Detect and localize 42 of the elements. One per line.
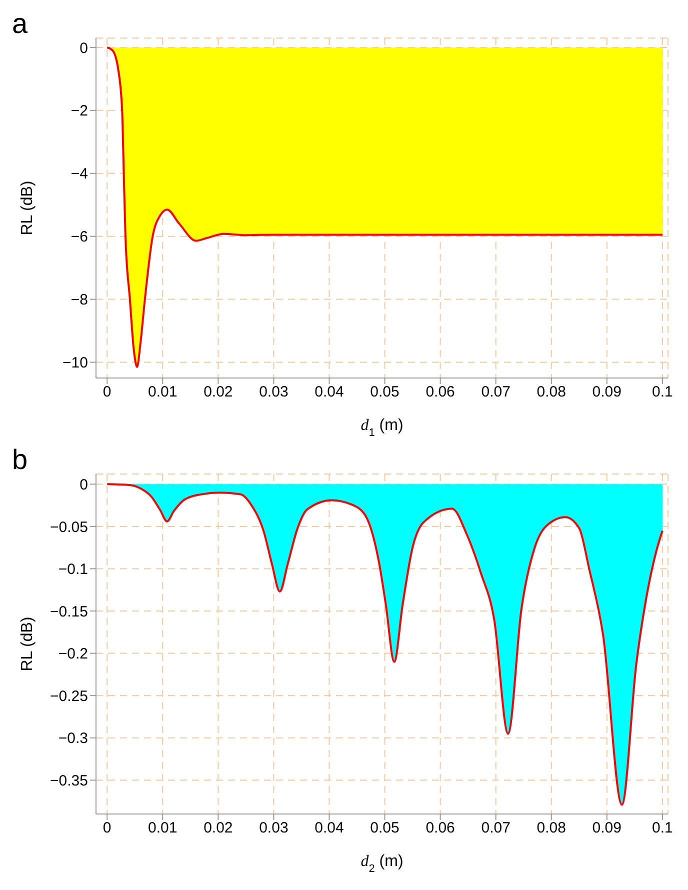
y-tick-label: −0.05 — [50, 518, 88, 536]
x-tick-label: 0.1 — [652, 384, 673, 401]
x-tick-label: 0.08 — [536, 820, 566, 837]
x-tick-label: 0.06 — [426, 820, 455, 837]
x-tick-label: 0.09 — [592, 820, 622, 837]
x-tick-label: 0.06 — [426, 384, 455, 401]
y-tick-label: 0 — [80, 476, 88, 494]
x-axis-title: d$_{2}$ (m) — [360, 853, 404, 875]
y-tick-label: −2 — [70, 102, 88, 120]
y-tick-label: −0.15 — [50, 603, 88, 620]
x-tick-label: 0.09 — [592, 384, 622, 401]
x-axis-title: d$_{1}$ (m) — [360, 417, 404, 439]
y-axis-title: RL (dB) — [19, 616, 36, 672]
x-tick-label: 0.05 — [370, 820, 400, 837]
chart-title: b — [12, 444, 28, 476]
x-tick-label: 0.01 — [148, 384, 178, 401]
y-tick-label: −6 — [70, 228, 88, 246]
y-axis-title: RL (dB) — [19, 180, 36, 236]
x-tick-label: 0.02 — [204, 820, 233, 837]
x-tick-label: 0.08 — [536, 384, 566, 401]
y-tick-label: 0 — [80, 40, 88, 57]
x-tick-label: 0.03 — [259, 384, 288, 401]
y-tick-label: −8 — [70, 292, 88, 309]
x-tick-label: 0.05 — [370, 384, 400, 401]
y-tick-label: −4 — [70, 166, 88, 183]
x-tick-label: 0.04 — [314, 820, 344, 837]
x-tick-label: 0.07 — [481, 384, 510, 401]
x-tick-label: 0.07 — [481, 820, 510, 837]
x-tick-label: 0.03 — [259, 820, 288, 837]
x-tick-label: 0.02 — [204, 384, 233, 401]
y-tick-label: −0.25 — [50, 688, 88, 705]
x-tick-label: 0.1 — [652, 820, 673, 837]
y-tick-label: −10 — [62, 354, 88, 372]
y-tick-label: −0.1 — [58, 561, 88, 578]
x-tick-label: 0.01 — [148, 820, 178, 837]
x-tick-label: 0.04 — [314, 384, 344, 401]
x-tick-label: 0 — [102, 820, 112, 837]
y-tick-label: −0.2 — [58, 646, 88, 663]
x-tick-label: 0 — [102, 384, 112, 401]
chart-title: a — [12, 8, 28, 40]
y-tick-label: −0.3 — [58, 730, 88, 748]
y-tick-label: −0.35 — [50, 772, 88, 790]
